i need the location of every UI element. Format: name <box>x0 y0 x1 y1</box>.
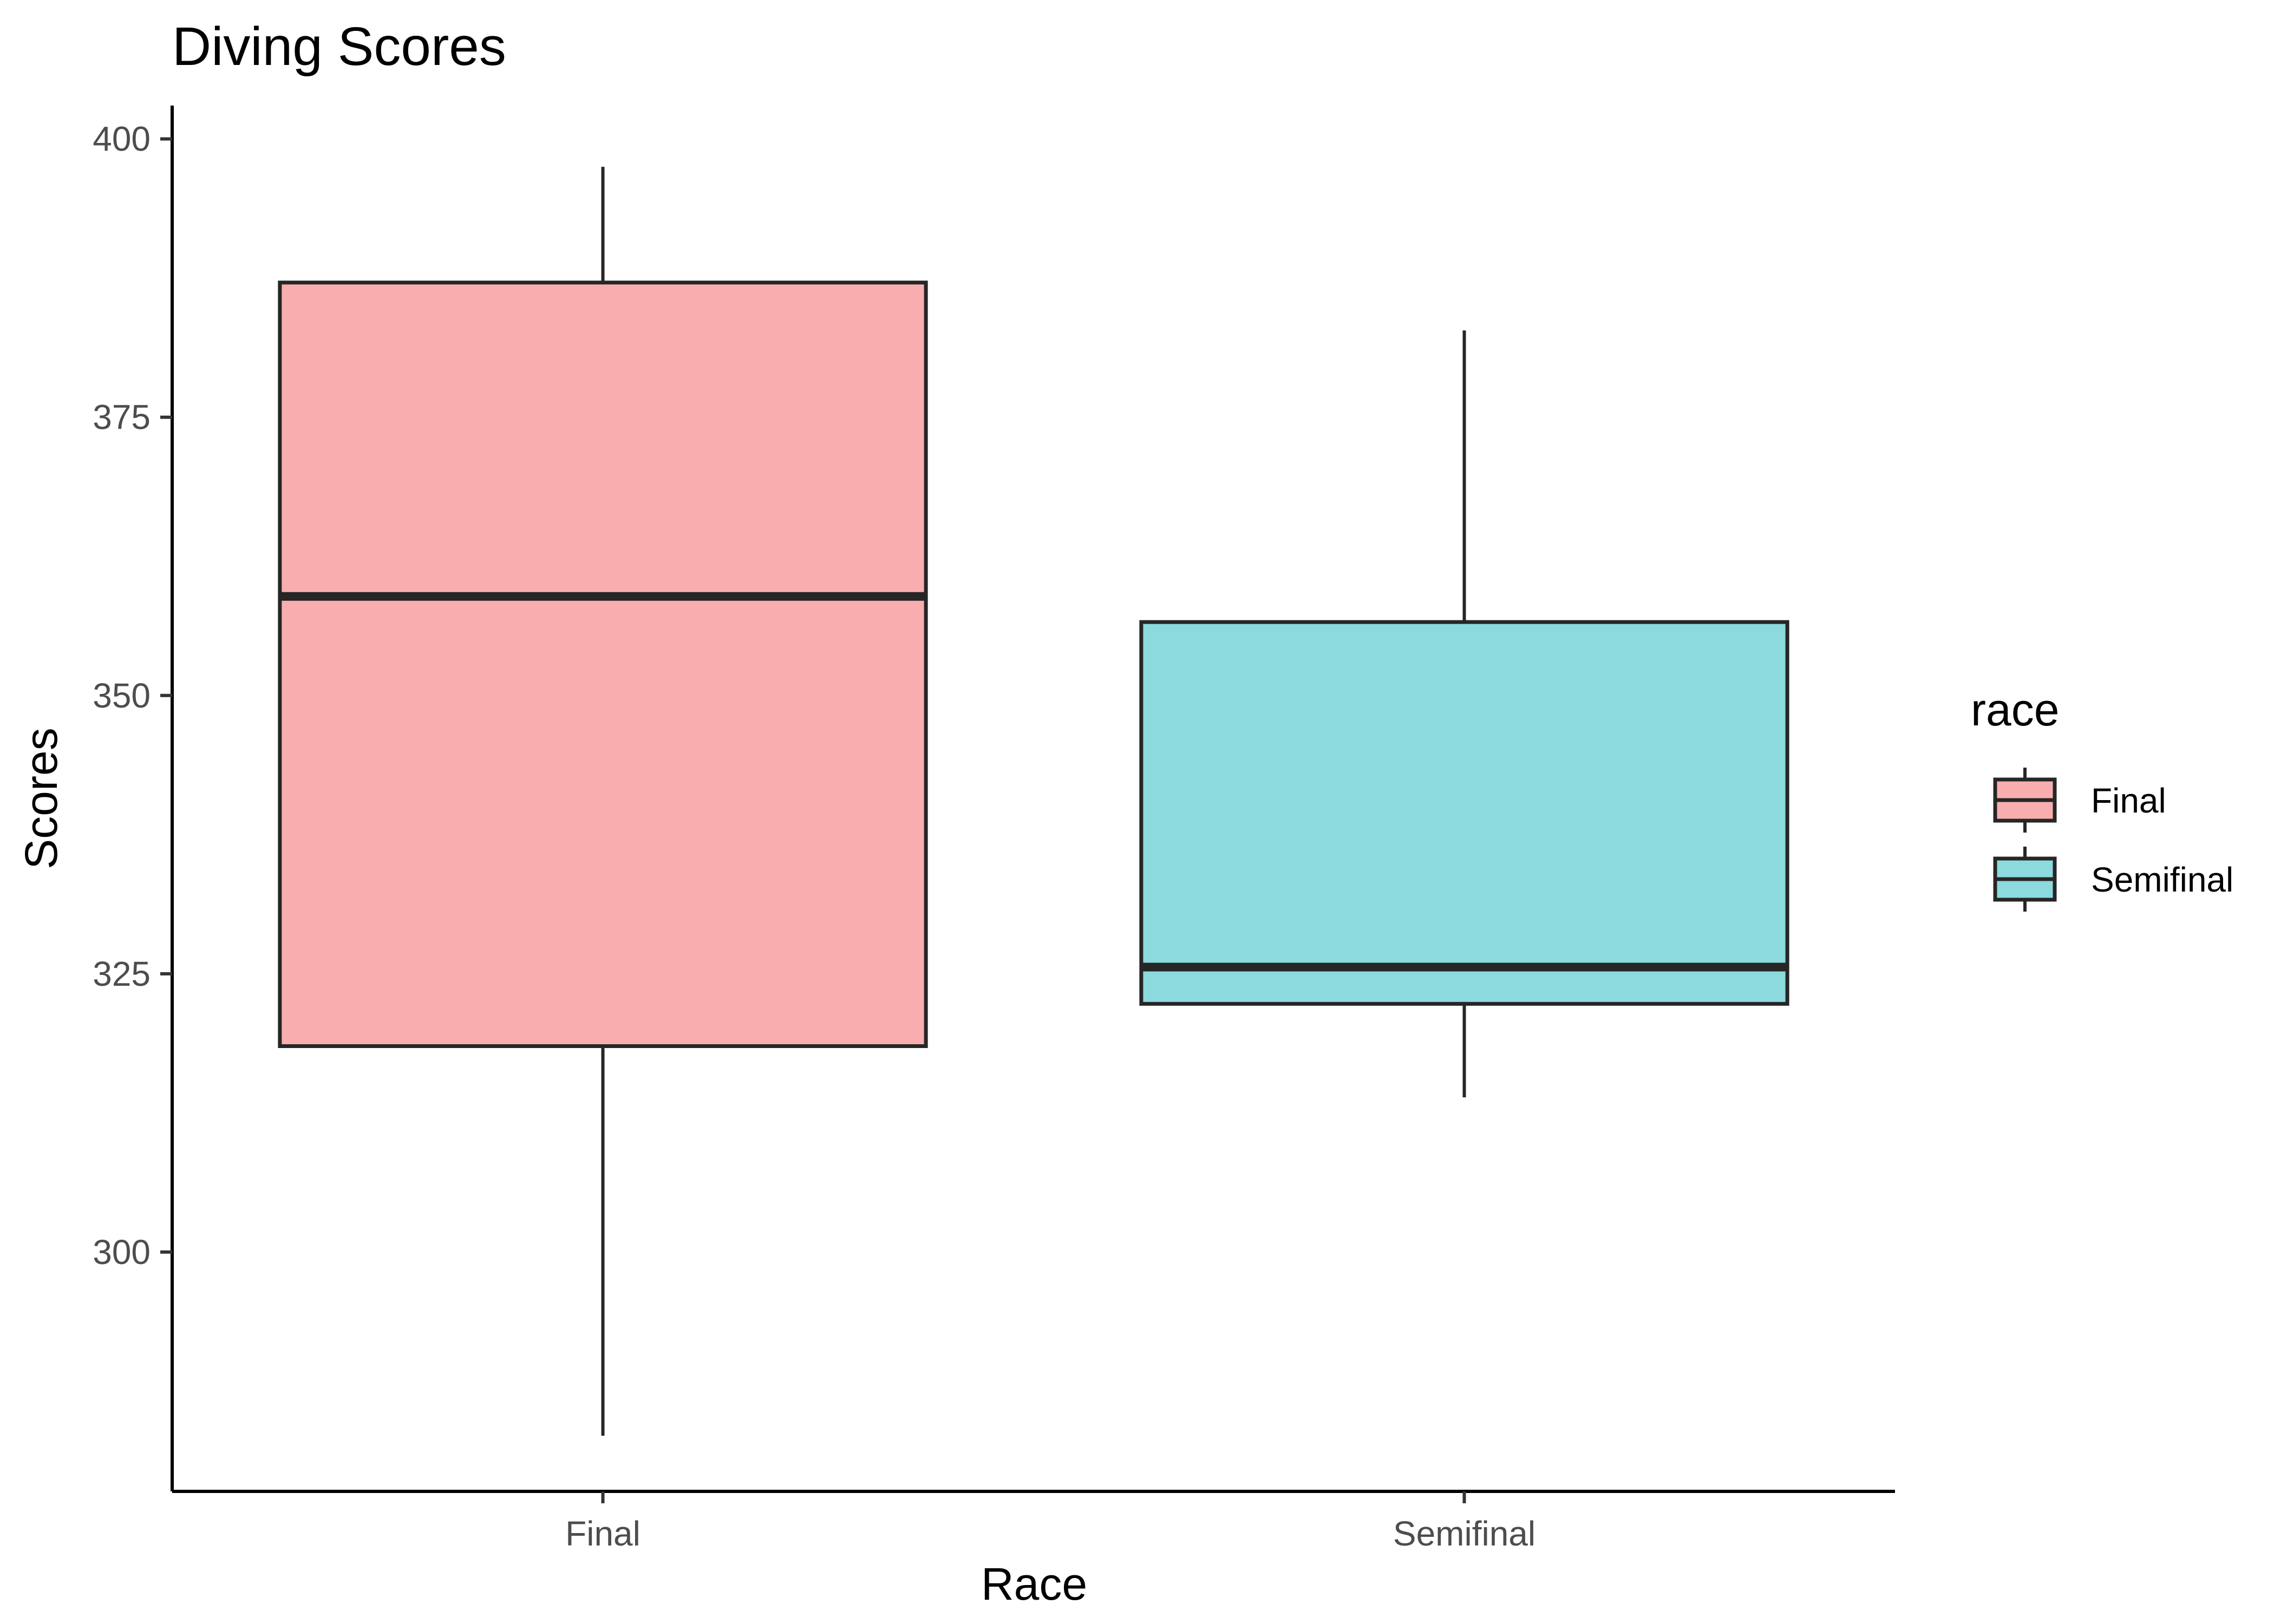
box-semifinal <box>1139 330 1789 1098</box>
chart-title: Diving Scores <box>172 16 506 77</box>
y-tick-label: 325 <box>93 954 151 993</box>
box-iqr <box>278 280 928 1049</box>
y-tick-label: 300 <box>93 1233 151 1272</box>
x-tick-label: Semifinal <box>1393 1514 1535 1553</box>
legend-label: Final <box>2091 781 2166 820</box>
legend-items: Final Semifinal <box>1993 768 2233 912</box>
plot-area <box>278 167 1789 1436</box>
legend-key <box>1993 768 2057 833</box>
legend-title: race <box>1971 684 2059 735</box>
legend-label: Semifinal <box>2091 860 2233 899</box>
legend-item-final: Final <box>1993 768 2166 833</box>
x-axis-ticks: Final Semifinal <box>565 1491 1535 1553</box>
y-tick-label: 375 <box>93 398 151 437</box>
legend-key <box>1993 847 2057 912</box>
x-axis-title: Race <box>981 1558 1087 1609</box>
x-tick-label: Final <box>565 1514 641 1553</box>
legend: race Final Semifinal <box>1971 684 2233 912</box>
box-final <box>278 167 928 1436</box>
y-tick-label: 400 <box>93 120 151 159</box>
box-iqr <box>1139 620 1789 1006</box>
y-axis-ticks: 300 325 350 375 400 <box>93 120 172 1272</box>
y-tick-label: 350 <box>93 676 151 715</box>
legend-item-semifinal: Semifinal <box>1993 847 2233 912</box>
y-axis-title: Scores <box>16 728 67 869</box>
